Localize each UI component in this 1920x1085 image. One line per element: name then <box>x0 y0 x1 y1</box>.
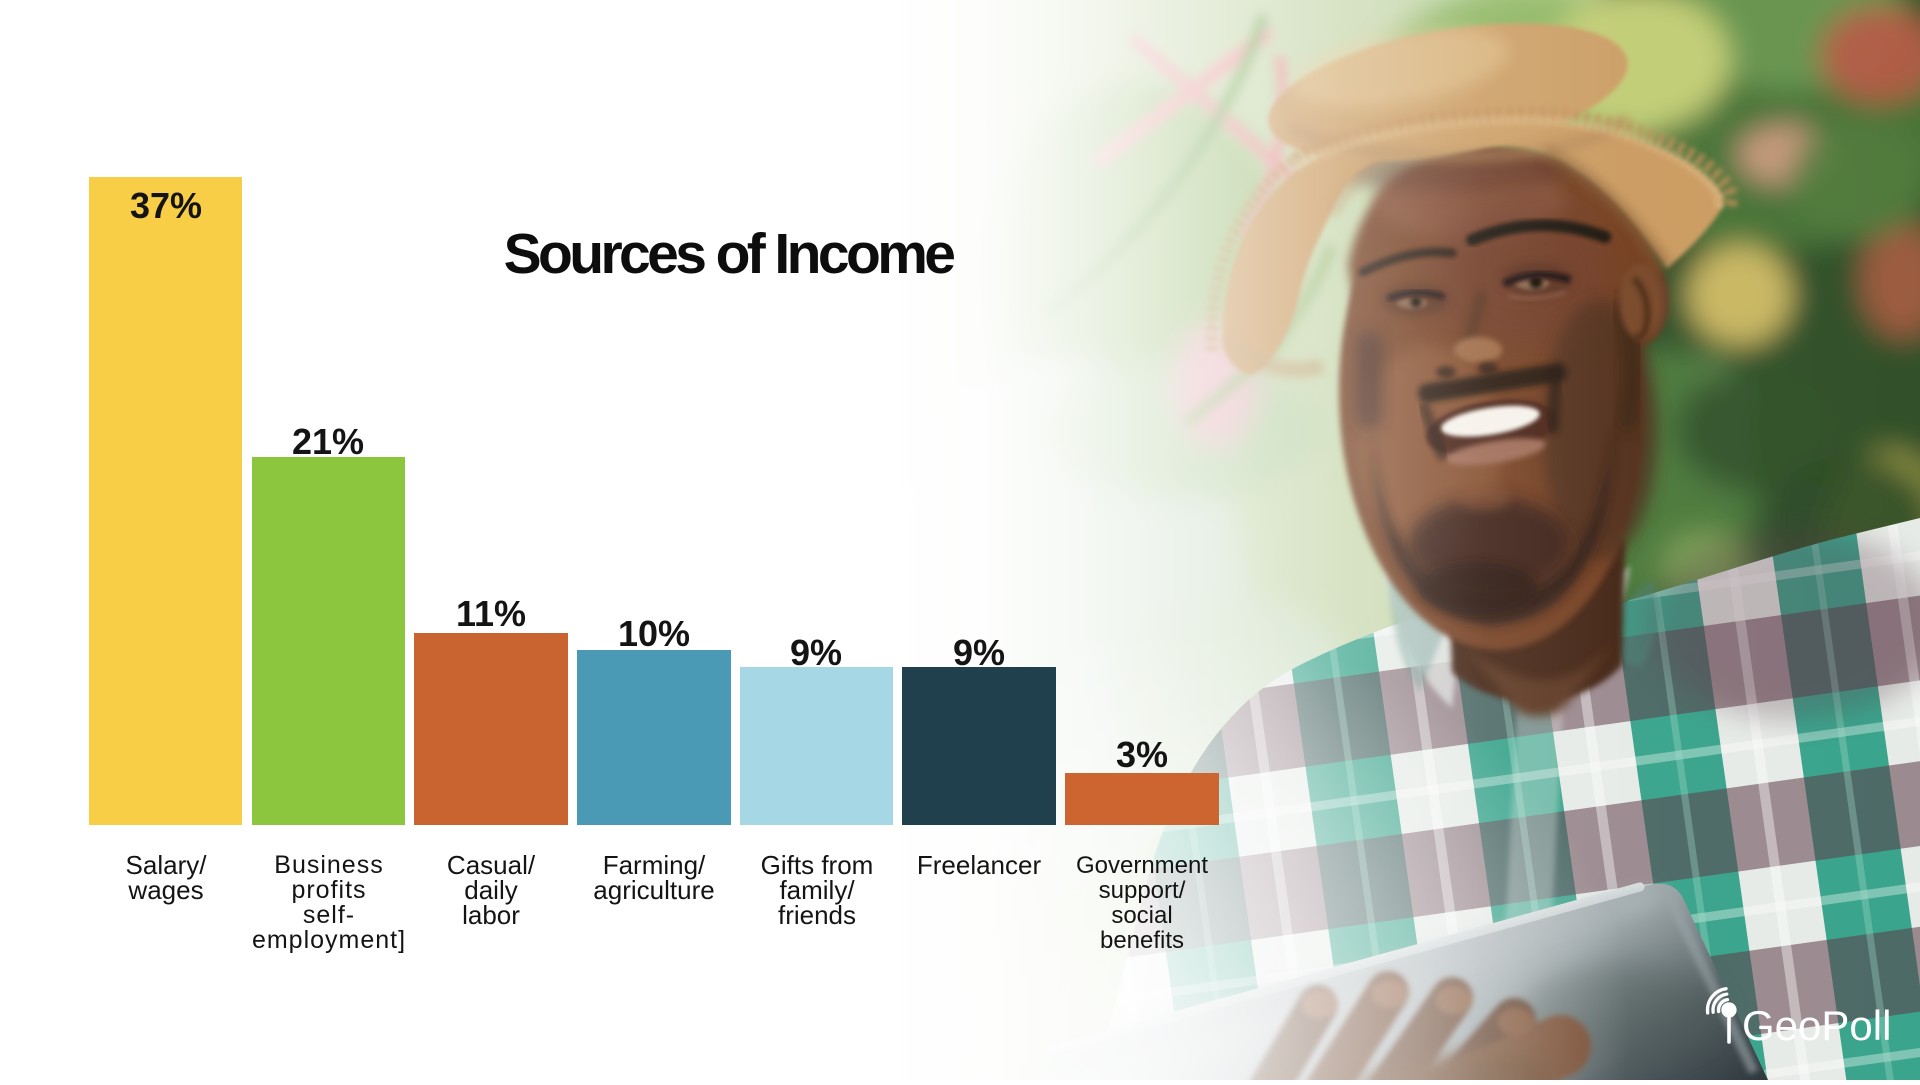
svg-text:GeoPoll: GeoPoll <box>1742 1002 1891 1049</box>
